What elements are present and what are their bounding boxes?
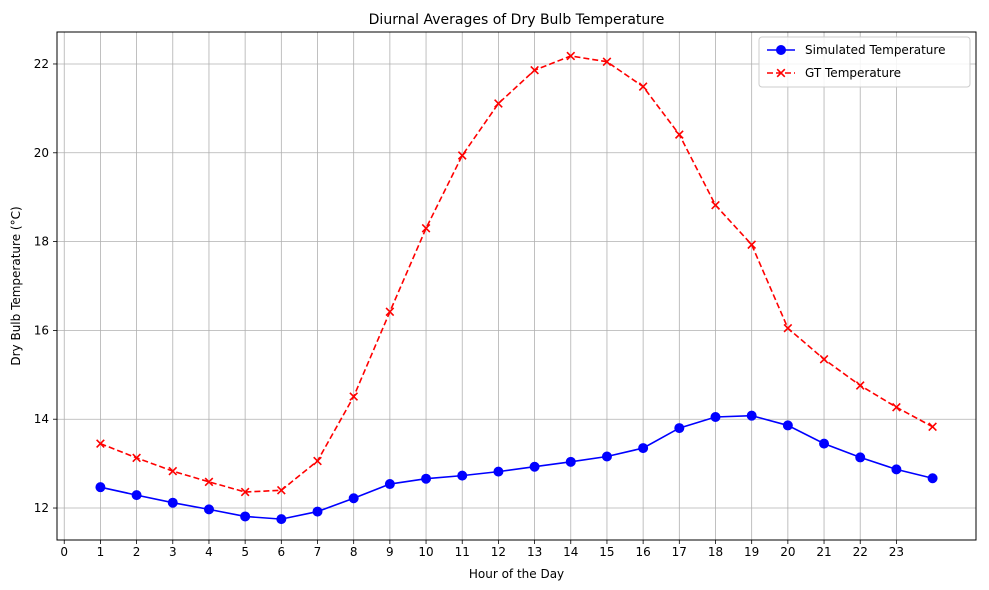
data-point xyxy=(928,422,937,432)
data-point xyxy=(96,439,105,449)
data-point xyxy=(348,493,359,504)
data-point xyxy=(530,65,539,75)
x-tick-label: 4 xyxy=(205,545,213,559)
legend-entry-label: GT Temperature xyxy=(805,66,901,80)
y-tick-label: 18 xyxy=(34,235,49,249)
x-tick-label: 6 xyxy=(278,545,286,559)
x-axis-label: Hour of the Day xyxy=(469,567,564,581)
series-line xyxy=(100,414,933,520)
data-point xyxy=(529,461,540,472)
x-axis-ticks: 0 1 2 3 4 5 6 7 8 9 10 11 12 13 14 15 16 17 18 19 20 21 22 23 xyxy=(60,540,904,559)
data-point xyxy=(855,452,866,463)
x-tick-label: 14 xyxy=(563,545,578,559)
data-point xyxy=(674,130,684,139)
data-point xyxy=(746,410,757,421)
data-point xyxy=(131,490,142,501)
data-point xyxy=(132,453,141,463)
data-point xyxy=(168,466,178,476)
data-point xyxy=(674,423,685,434)
data-point xyxy=(385,307,395,317)
data-point xyxy=(494,99,503,108)
x-tick-label: 20 xyxy=(780,545,795,559)
data-point xyxy=(747,240,757,250)
data-point xyxy=(457,470,468,481)
legend-entry-label: Simulated Temperature xyxy=(805,43,945,57)
x-tick-label: 1 xyxy=(97,545,105,559)
data-point xyxy=(710,411,721,422)
data-point xyxy=(421,223,431,233)
data-point xyxy=(421,473,432,484)
data-point xyxy=(384,479,395,490)
x-tick-label: 2 xyxy=(133,545,141,559)
y-tick-label: 16 xyxy=(34,323,49,337)
x-tick-label: 8 xyxy=(350,545,358,559)
y-tick-label: 20 xyxy=(34,146,49,160)
x-tick-label: 17 xyxy=(672,545,687,559)
data-point xyxy=(276,485,286,495)
data-point xyxy=(204,477,214,487)
x-tick-label: 9 xyxy=(386,545,394,559)
data-point xyxy=(855,381,865,390)
x-tick-label: 21 xyxy=(816,545,831,559)
x-tick-label: 10 xyxy=(418,545,433,559)
series-gt xyxy=(96,51,937,497)
data-point xyxy=(167,497,178,508)
x-tick-label: 13 xyxy=(527,545,542,559)
x-tick-label: 23 xyxy=(889,545,904,559)
data-point xyxy=(240,511,251,522)
data-point xyxy=(892,402,901,412)
data-point xyxy=(927,473,938,484)
data-point xyxy=(312,506,323,517)
y-axis-label: Dry Bulb Temperature (°C) xyxy=(9,206,23,365)
data-point xyxy=(566,51,576,61)
legend-marker xyxy=(776,45,786,55)
legend-marker xyxy=(776,68,786,78)
x-tick-label: 15 xyxy=(599,545,614,559)
data-point xyxy=(819,354,829,364)
data-point xyxy=(349,392,359,401)
y-axis-ticks: 12 14 16 18 20 22 xyxy=(34,57,57,515)
data-point xyxy=(783,323,793,333)
x-tick-label: 7 xyxy=(314,545,322,559)
series-line xyxy=(100,55,933,493)
data-point xyxy=(313,456,322,466)
data-point xyxy=(602,57,612,67)
plot-area-frame xyxy=(56,31,977,541)
data-point xyxy=(95,482,106,493)
data-point xyxy=(819,438,830,449)
series-simulated xyxy=(95,410,938,525)
data-point xyxy=(276,514,287,525)
data-point xyxy=(638,443,649,454)
data-point xyxy=(203,504,214,515)
chart-title: Diurnal Averages of Dry Bulb Temperature xyxy=(369,12,665,28)
data-point xyxy=(711,200,720,210)
data-point xyxy=(457,151,467,160)
x-tick-label: 12 xyxy=(491,545,506,559)
x-tick-label: 0 xyxy=(60,545,68,559)
y-tick-label: 22 xyxy=(34,57,49,71)
y-tick-label: 14 xyxy=(34,412,49,426)
data-point xyxy=(565,456,576,467)
series-group xyxy=(95,51,938,525)
data-point xyxy=(891,464,902,475)
data-point xyxy=(601,451,612,462)
x-tick-label: 16 xyxy=(635,545,650,559)
y-tick-label: 12 xyxy=(34,501,49,515)
legend-box xyxy=(758,36,971,88)
x-tick-label: 18 xyxy=(708,545,723,559)
legend: Simulated Temperature GT Temperature xyxy=(758,36,971,88)
x-tick-label: 5 xyxy=(241,545,249,559)
data-point xyxy=(240,487,250,497)
data-point xyxy=(493,466,504,477)
x-tick-label: 11 xyxy=(455,545,470,559)
x-tick-label: 19 xyxy=(744,545,759,559)
data-point xyxy=(638,82,648,91)
data-point xyxy=(782,420,793,431)
x-tick-label: 22 xyxy=(853,545,868,559)
x-tick-label: 3 xyxy=(169,545,177,559)
